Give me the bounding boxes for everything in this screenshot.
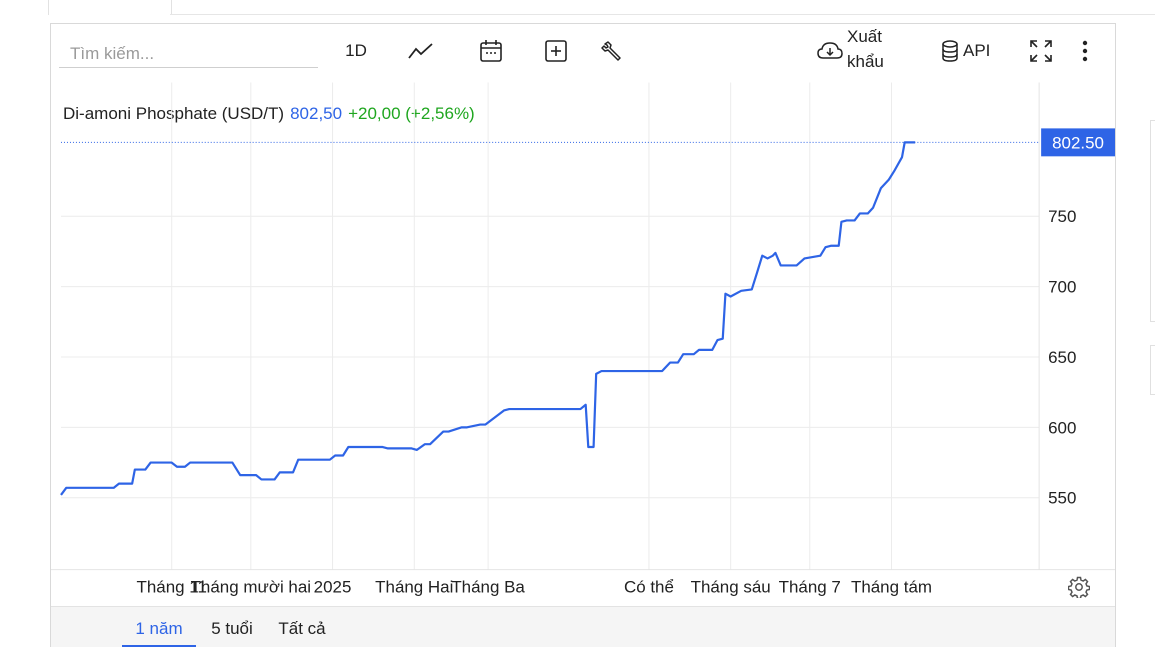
- range-tab-label: 1 năm: [135, 619, 183, 638]
- export-label-line1: Xuất: [847, 27, 882, 46]
- gear-icon: [1067, 576, 1091, 600]
- y-tick-label: 550: [1048, 489, 1076, 508]
- x-tick-label: Tháng 7: [779, 578, 841, 597]
- fullscreen-button[interactable]: [1026, 37, 1056, 65]
- range-tab-5y[interactable]: 5 tuổi: [202, 607, 262, 647]
- more-options-button[interactable]: [1073, 37, 1097, 65]
- x-tick-label: Tháng Hai: [375, 578, 453, 597]
- database-icon: [942, 40, 958, 62]
- range-tab-label: Tất cả: [278, 619, 326, 638]
- chart-legend: Di-amoni Phosphate (USD/T) 802,50 +20,00 (…: [63, 104, 475, 124]
- x-tick-label: Tháng 11: [137, 578, 207, 597]
- x-tick-label: Tháng sáu: [691, 578, 771, 597]
- date-range-button[interactable]: [475, 37, 507, 65]
- last-value-badge: [1041, 128, 1115, 157]
- cloud-download-icon: [817, 42, 843, 59]
- api-button[interactable]: API: [941, 37, 999, 65]
- y-tick-label: 650: [1048, 348, 1076, 367]
- background-divider: [170, 14, 1155, 15]
- series-line: [60, 141, 916, 496]
- background-panel-fragment: [1150, 345, 1155, 395]
- calendar-icon: [480, 40, 502, 62]
- y-tick-label: 750: [1048, 207, 1076, 226]
- legend-series-name: Di-amoni Phosphate (USD/T): [63, 104, 285, 123]
- y-tick-label: 600: [1048, 418, 1076, 437]
- export-button[interactable]: [815, 37, 845, 65]
- fullscreen-icon: [1030, 40, 1052, 62]
- chart-type-button[interactable]: [405, 37, 437, 65]
- range-tab-label: 5 tuổi: [211, 619, 253, 638]
- wrench-icon: [601, 41, 621, 61]
- range-tab-1y[interactable]: 1 năm: [122, 607, 196, 647]
- background-tab: [48, 0, 172, 15]
- add-indicator-button[interactable]: [540, 37, 572, 65]
- last-value-label: 802.50: [1052, 133, 1104, 152]
- interval-label: 1D: [345, 41, 367, 60]
- line-chart-icon: [408, 43, 433, 59]
- range-tab-all[interactable]: Tất cả: [271, 607, 333, 647]
- export-label-line2: khẩu: [847, 52, 884, 71]
- chart-widget: 1D Xuất khẩu API Di-: [50, 23, 1116, 647]
- chart-settings-button[interactable]: [1067, 576, 1091, 603]
- x-tick-label: Tháng mười hai: [191, 578, 311, 597]
- api-label: API: [963, 41, 991, 60]
- plus-box-icon: [545, 40, 567, 62]
- x-tick-label: 2025: [314, 578, 352, 597]
- x-tick-label: Tháng tám: [851, 578, 932, 597]
- settings-tools-button[interactable]: [597, 37, 629, 65]
- label-clip-cover: [1039, 570, 1115, 606]
- background-panel-fragment: [1150, 120, 1155, 322]
- x-tick-label: Tháng Ba: [451, 578, 525, 597]
- range-selector-bar: 1 năm 5 tuổi Tất cả: [51, 606, 1115, 647]
- y-tick-label: 700: [1048, 278, 1076, 297]
- interval-button[interactable]: 1D: [336, 37, 376, 65]
- search-input[interactable]: [59, 41, 318, 68]
- chart-toolbar: 1D Xuất khẩu API: [51, 24, 1115, 82]
- export-label[interactable]: Xuất khẩu: [847, 24, 897, 74]
- x-tick-label: Có thể: [624, 578, 674, 597]
- legend-change: +20,00 (+2,56%): [348, 104, 475, 123]
- legend-value: 802,50: [290, 104, 343, 123]
- vertical-dots-icon: [1082, 40, 1088, 62]
